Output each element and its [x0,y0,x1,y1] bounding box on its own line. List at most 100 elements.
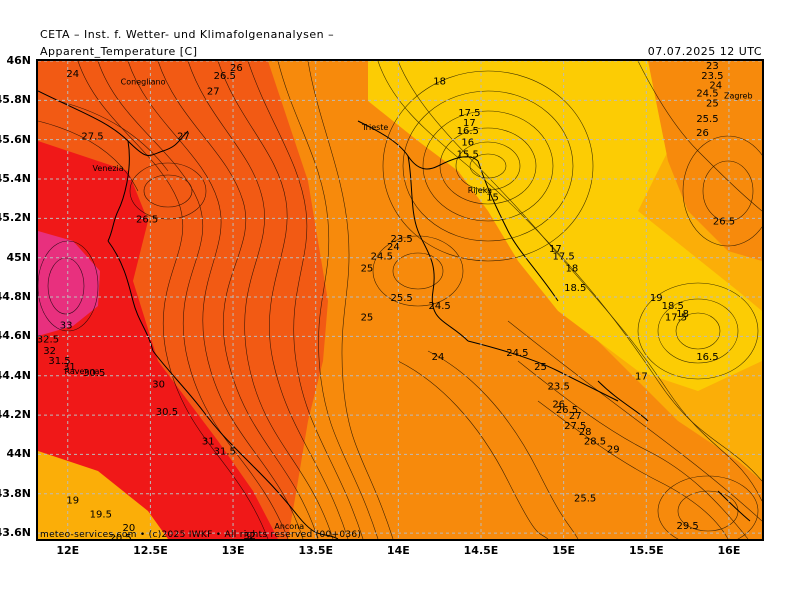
contour-value-label: 24 [432,352,445,363]
place-name: Trieste [361,123,388,132]
contour-value-label: 30.5 [156,407,178,418]
contour-value-label: 31.5 [214,446,236,457]
longitude-label: 15E [552,544,576,557]
contour-value-label: 17.5 [665,313,687,324]
contour-value-label: 31 [202,437,215,448]
contour-value-label: 32 [43,346,56,357]
contour-value-label: 23.5 [701,71,723,82]
contour-value-label: 26.5 [713,216,735,227]
field-orange-ne [648,61,762,261]
contour-value-label: 16 [461,138,474,149]
contour-value-label: 17 [463,118,476,129]
latitude-label: 44.2N [0,408,31,422]
contour-value-label: 26.5 [214,71,236,82]
contour-value-label: 27.5 [81,132,103,143]
contour-value-label: 18 [676,309,689,320]
contour-value-label: 18.5 [564,283,586,294]
latitude-label: 43.6N [0,526,31,540]
contour-value-label: 30.5 [83,368,105,379]
contour-value-label: 16.5 [696,352,718,363]
contour-value-label: 25 [534,362,547,373]
contour-value-label: 25 [706,98,719,109]
contour-value-label: 25 [361,264,374,275]
contour-value-label: 24.5 [429,301,451,312]
contour-value-label: 24.5 [506,348,528,359]
contour-value-label: 15.5 [457,149,479,160]
map-canvas: Conegliano Venezia Trieste Rijeka Zagreb Rave… [38,61,762,539]
copyright-credit: meteo-services.com • (c)2025 IWKF • All … [40,530,362,540]
contour-value-label: 29 [607,445,620,456]
contour-value-label: 16.5 [457,126,479,137]
field-orange [238,61,762,539]
contour-value-label: 25.5 [391,293,413,304]
place-name: Zagreb [724,91,753,100]
contour-value-label: 26 [552,399,565,410]
forecast-datetime: 07.07.2025 12 UTC [647,45,762,58]
latitude-label: 44.6N [0,329,31,343]
contour-value-label: 24 [709,81,722,92]
contour-value-label: 20 [123,523,136,534]
field-yellow-sw [38,451,168,539]
latitude-label: 46N [6,54,31,67]
header-title: CETA – Inst. f. Wetter- und Klimafolgena… [40,28,335,41]
contour-value-label: 23 [706,61,719,72]
longitude-label: 14.5E [463,544,499,557]
longitude-label: 13E [221,544,245,557]
latitude-label: 45.2N [0,211,31,225]
contour-value-label: 17 [549,244,562,255]
longitude-label: 15.5E [628,544,664,557]
longitude-label: 14E [386,544,410,557]
contour-value-label: 19 [66,496,79,507]
contour-value-label: 19.5 [90,509,112,520]
contour-value-label: 25.5 [574,494,596,505]
contour-value-label: 33 [60,321,73,332]
contour-value-label: 18 [433,77,446,88]
contour-value-label: 28 [579,427,592,438]
field-red [38,141,278,539]
contour-value-label: 29.5 [676,521,698,532]
contour-value-label: 23.5 [548,382,570,393]
contour-value-label: 24 [66,69,79,80]
contour-value-label: 18.5 [662,301,684,312]
place-name: Venezia [93,164,124,173]
contour-value-label: 17.5 [553,252,575,263]
contour-value-label: 26.5 [136,214,158,225]
contour-value-label: 23.5 [391,234,413,245]
place-name: Conegliano [121,78,166,87]
contour-value-label: 15 [486,193,499,204]
longitude-label: 12E [56,544,80,557]
contour-value-label: 31 [63,362,76,373]
contour-value-label: 27.5 [564,421,586,432]
contour-value-label: 17.5 [458,108,480,119]
contour-value-label: 25.5 [696,114,718,125]
contour-value-label: 30 [152,380,165,391]
contour-value-label: 31.5 [48,356,70,367]
contour-value-label: 26 [696,128,709,139]
place-name: Ancona [274,522,304,531]
latitude-label: 43.8N [0,486,31,500]
contour-value-label: 17 [635,372,648,383]
longitude-label: 16E [717,544,741,557]
contour-value-label: 25 [361,313,374,324]
latitude-label: 45.8N [0,93,31,107]
latitude-label: 44.8N [0,290,31,304]
contour-value-label: 18 [566,264,579,275]
contour-value-label: 27 [207,87,220,98]
latitude-label: 45N [6,250,31,264]
isolines [38,61,762,539]
contour-value-label: 28.5 [584,437,606,448]
contour-value-label: 20.5 [110,533,132,539]
contour-value-label: 32 [243,531,256,539]
latitude-label: 44N [6,447,31,461]
field-magenta [38,231,100,336]
place-name: Ravenna [64,367,99,376]
contour-value-label: 24.5 [696,88,718,99]
contour-value-label: 26.5 [556,405,578,416]
latitude-label: 45.6N [0,132,31,146]
contour-value-label: 24 [387,242,400,253]
contour-value-label: 19 [650,293,663,304]
graticule [38,61,762,539]
contour-value-label: 26 [230,63,243,74]
map-panel: Conegliano Venezia Trieste Rijeka Zagreb Rave… [36,59,764,541]
